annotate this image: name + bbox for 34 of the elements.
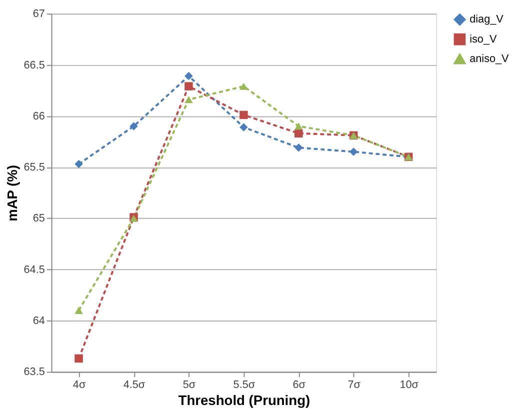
- point: [294, 144, 303, 152]
- x-axis-title: Threshold (Pruning): [178, 392, 310, 408]
- y-tick-label: 65: [32, 212, 45, 225]
- y-tick-label: 64: [32, 315, 45, 328]
- x-tick-label: 10σ: [400, 379, 419, 392]
- y-tick-label: 65.5: [24, 162, 45, 174]
- y-tick-label: 67: [32, 8, 45, 20]
- legend-label: iso_V: [470, 33, 498, 46]
- point: [294, 129, 303, 138]
- y-axis-title: mAP (%): [4, 164, 20, 222]
- legend-label: aniso_V: [470, 52, 510, 65]
- y-tick-label: 64.5: [24, 264, 45, 276]
- x-tick-label: 4.5σ: [123, 379, 146, 392]
- point: [349, 148, 358, 156]
- point: [240, 123, 248, 132]
- point: [184, 72, 193, 80]
- x-tick-label: 7σ: [348, 379, 361, 392]
- point: [240, 110, 248, 120]
- point: [184, 96, 193, 104]
- legend-label: diag_V: [470, 14, 504, 26]
- y-tick-label: 63.5: [24, 366, 45, 378]
- point: [74, 306, 83, 314]
- point: [184, 82, 193, 90]
- x-tick-label: 4σ: [72, 379, 86, 392]
- y-tick-label: 66.5: [24, 59, 45, 72]
- point: [74, 354, 83, 363]
- point: [74, 160, 83, 168]
- x-tick-label: 5.5σ: [233, 379, 256, 392]
- point: [294, 122, 303, 130]
- x-tick-label: 5σ: [182, 379, 196, 392]
- y-tick-label: 66: [32, 110, 45, 122]
- point: [130, 122, 138, 130]
- x-tick-label: 6σ: [292, 379, 306, 392]
- point: [240, 82, 248, 90]
